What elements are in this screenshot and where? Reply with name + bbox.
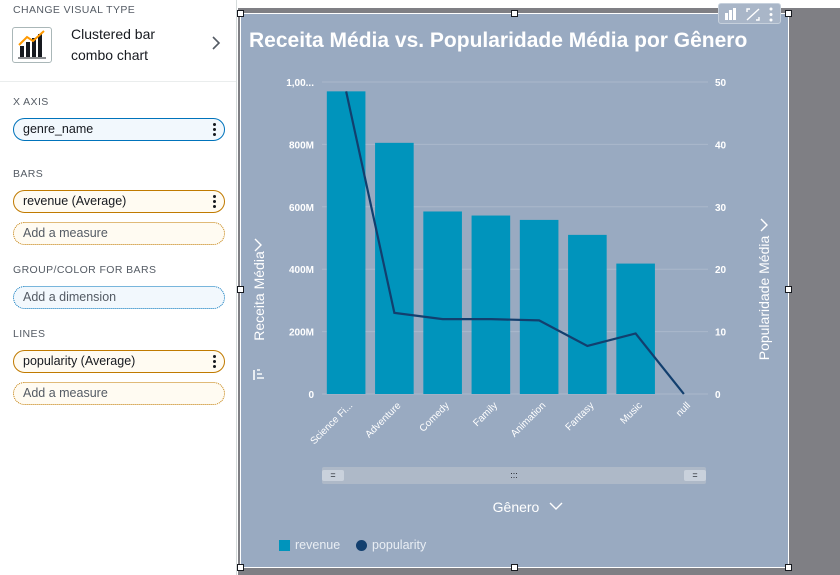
- bar-3[interactable]: [471, 215, 511, 394]
- bar-5[interactable]: [568, 234, 607, 394]
- sort-icon[interactable]: [253, 369, 264, 380]
- scrollbar-center-grip[interactable]: :::: [510, 470, 518, 480]
- combo-chart-icon: [12, 27, 52, 63]
- chevron-right-icon: [209, 33, 223, 53]
- change-visual-type-title: CHANGE VISUAL TYPE: [13, 4, 136, 16]
- bar-2[interactable]: [423, 211, 462, 394]
- more-options-icon[interactable]: [213, 123, 217, 137]
- expand-icon[interactable]: [746, 8, 760, 21]
- x-axis-title: Gênero: [493, 499, 540, 515]
- lines-title: LINES: [13, 328, 46, 340]
- group-color-title: GROUP/COLOR FOR BARS: [13, 264, 157, 276]
- bar-4[interactable]: [519, 219, 559, 394]
- x-tick-label: Adventure: [363, 400, 403, 440]
- y-right-tick-label: 30: [715, 203, 727, 214]
- resize-handle[interactable]: [237, 10, 244, 17]
- legend-swatch-bar: [279, 540, 290, 551]
- scrollbar-left-grip[interactable]: =: [322, 470, 344, 481]
- y-right-tick-label: 50: [715, 78, 727, 89]
- bar-0[interactable]: [326, 91, 366, 395]
- combo-chart: 0 200M 400M 600M 800M 1,00... 0 10 20 30 40 50 Sci…: [251, 78, 772, 515]
- resize-handle[interactable]: [785, 564, 792, 571]
- x-axis-field-well[interactable]: genre_name: [13, 118, 225, 141]
- x-tick-label: Comedy: [418, 400, 452, 434]
- lines-add-measure[interactable]: Add a measure: [13, 382, 225, 405]
- bars-title: BARS: [13, 168, 44, 180]
- more-options-icon[interactable]: [769, 7, 773, 22]
- resize-handle[interactable]: [237, 286, 244, 293]
- lines-field-label: popularity (Average): [23, 354, 136, 368]
- y-axis-left-ticks: 0 200M 400M 600M 800M 1,00...: [286, 78, 314, 401]
- resize-handle[interactable]: [785, 10, 792, 17]
- legend-item-revenue[interactable]: revenue: [279, 538, 340, 552]
- popularity-line[interactable]: [345, 91, 685, 395]
- canvas-top-strip: [238, 0, 840, 8]
- more-options-icon[interactable]: [213, 195, 217, 209]
- x-tick-label: Fantasy: [564, 400, 597, 433]
- line-layer: [345, 91, 685, 395]
- bars-add-measure[interactable]: Add a measure: [13, 222, 225, 245]
- visual-type-label-line1: Clustered bar: [71, 26, 156, 42]
- y-right-tick-label: 40: [715, 140, 727, 151]
- x-tick-label: Music: [618, 400, 644, 426]
- resize-handle[interactable]: [511, 564, 518, 571]
- x-tick-label: Animation: [509, 400, 548, 439]
- more-options-icon[interactable]: [213, 355, 217, 369]
- y-axis-left-chevron-icon[interactable]: [254, 238, 262, 252]
- change-visual-type-button[interactable]: Clustered bar combo chart: [0, 19, 236, 81]
- y-right-tick-label: 0: [715, 390, 721, 401]
- y-left-tick-label: 800M: [289, 140, 314, 151]
- x-axis-field-label: genre_name: [23, 122, 94, 136]
- x-tick-label: Science Fi...: [309, 400, 356, 447]
- bars-field-label: revenue (Average): [23, 194, 127, 208]
- y-right-tick-label: 10: [715, 328, 727, 339]
- x-axis-ticks: Science Fi... Adventure Comedy Family Animat…: [309, 400, 693, 447]
- y-left-tick-label: 600M: [289, 203, 314, 214]
- chart-title: Receita Média vs. Popularidade Média por…: [249, 29, 748, 52]
- visual-type-icon[interactable]: [725, 8, 736, 20]
- visual-type-label-line2: combo chart: [71, 47, 149, 63]
- x-axis-title: X AXIS: [13, 96, 49, 108]
- resize-handle[interactable]: [237, 564, 244, 571]
- y-axis-right-title: Popularidade Média: [756, 236, 772, 361]
- legend-label: popularity: [372, 538, 427, 552]
- scrollbar-right-grip[interactable]: =: [684, 470, 706, 481]
- group-add-dimension[interactable]: Add a dimension: [13, 286, 225, 309]
- y-axis-right-chevron-icon[interactable]: [760, 218, 768, 232]
- y-axis-left-title: Receita Média: [251, 251, 267, 341]
- bar-1[interactable]: [375, 142, 414, 394]
- bars-field-well[interactable]: revenue (Average): [13, 190, 225, 213]
- legend-swatch-line: [356, 540, 367, 551]
- y-left-tick-label: 400M: [289, 265, 314, 276]
- y-left-tick-label: 1,00...: [286, 78, 314, 89]
- chart-scrollbar[interactable]: = ::: =: [322, 467, 706, 484]
- y-left-tick-label: 0: [308, 390, 314, 401]
- y-left-tick-label: 200M: [289, 328, 314, 339]
- lines-field-well[interactable]: popularity (Average): [13, 350, 225, 373]
- legend-item-popularity[interactable]: popularity: [356, 538, 426, 552]
- bars-layer: [326, 91, 655, 395]
- field-wells-panel: CHANGE VISUAL TYPE Clustered bar combo c…: [0, 0, 237, 575]
- y-right-tick-label: 20: [715, 265, 727, 276]
- legend-label: revenue: [295, 538, 341, 552]
- visual-toolbar: [718, 3, 781, 24]
- x-tick-label: Family: [471, 400, 500, 429]
- resize-handle[interactable]: [511, 10, 518, 17]
- resize-handle[interactable]: [785, 286, 792, 293]
- x-axis-chevron-icon[interactable]: [549, 502, 563, 510]
- bar-6[interactable]: [616, 263, 655, 394]
- visual-type-label: Clustered bar combo chart: [71, 24, 191, 66]
- y-axis-right-ticks: 0 10 20 30 40 50: [715, 78, 727, 401]
- divider: [0, 81, 236, 82]
- x-tick-label: null: [674, 400, 693, 419]
